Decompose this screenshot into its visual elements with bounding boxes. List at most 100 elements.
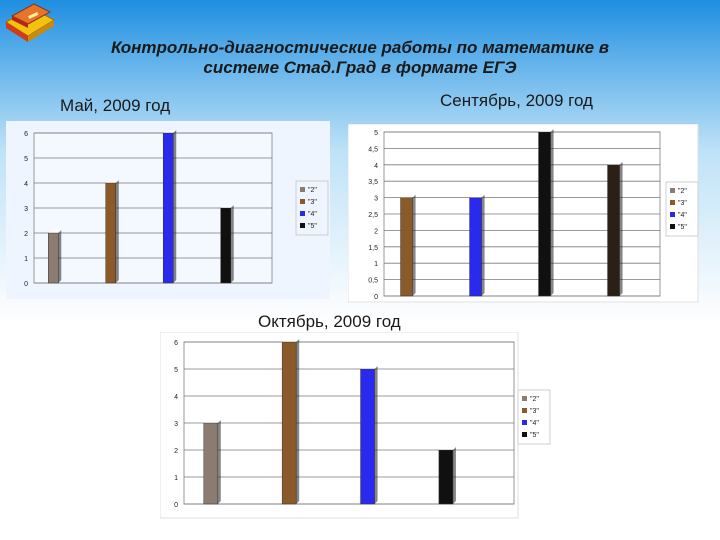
bar-2 (469, 197, 482, 297)
y-tick-label: 0 (374, 294, 378, 301)
chart-title-may: Май, 2009 год (60, 96, 171, 115)
legend-label-4: "5" (308, 223, 317, 230)
y-tick-label: 2 (24, 231, 28, 238)
legend-label-2: "3" (308, 199, 317, 206)
y-tick-label: 1 (24, 256, 28, 263)
chart-title-september: Сентябрь, 2009 год (440, 91, 593, 110)
title-line-1: Контрольно-диагностические работы по мат… (110, 38, 610, 57)
y-tick-label: 0 (174, 502, 178, 509)
page-title: Контрольно-диагностические работы по мат… (40, 38, 680, 78)
books-logo-icon (2, 2, 58, 46)
legend-swatch-3 (522, 420, 527, 425)
bar-side-3 (374, 366, 378, 504)
bar-top-2 (105, 180, 119, 183)
legend-swatch-4 (300, 223, 305, 228)
bar-1 (203, 422, 219, 505)
y-tick-label: 3 (24, 206, 28, 213)
y-tick-label: 1 (374, 261, 378, 268)
chart-svg: 0 0,5 1 1,5 2 2,5 3 3,5 4 4,5 5 "2" "3" "4" "5" (348, 124, 699, 303)
legend-swatch-2 (300, 199, 305, 204)
legend: "2" "3" "4" "5" (517, 389, 551, 445)
bar-side-3 (550, 129, 554, 296)
y-tick-label: 2,5 (368, 212, 378, 219)
bar-top-3 (360, 366, 378, 369)
title-line-2: системе Стад.Град в формате ЕГЭ (203, 58, 517, 77)
legend-label-1: "2" (530, 396, 539, 403)
bar-top-2 (469, 194, 485, 198)
chart-september: 0 0,5 1 1,5 2 2,5 3 3,5 4 4,5 5 "2" "3" "4" "5" (348, 124, 720, 308)
y-tick-label: 0,5 (368, 278, 378, 285)
legend-swatch-3 (670, 212, 675, 217)
legend-label-3: "4" (308, 211, 317, 218)
y-tick-label: 4 (24, 181, 28, 188)
bar-2 (281, 341, 297, 505)
legend-label-2: "3" (530, 408, 539, 415)
legend: "2" "3" "4" "5" (665, 181, 699, 237)
legend-label-4: "5" (530, 432, 539, 439)
bar-side-2 (296, 339, 300, 504)
chart-october: 0 1 2 3 4 5 6 "2" "3" "4" "5" (160, 332, 564, 524)
bar-4 (438, 449, 454, 505)
chart-may: 0 1 2 3 4 5 6 "2" "3" "4" "5" (6, 121, 376, 305)
bar-top-3 (163, 130, 177, 133)
legend-label-4: "5" (678, 224, 687, 231)
y-tick-label: 6 (24, 131, 28, 138)
legend-swatch-3 (300, 211, 305, 216)
legend-swatch-1 (522, 396, 527, 401)
bar-top-4 (607, 161, 623, 165)
y-tick-label: 5 (24, 156, 28, 163)
chart-title-october: Октябрь, 2009 год (258, 312, 401, 331)
bar-top-1 (203, 420, 221, 423)
y-tick-label: 2 (374, 228, 378, 235)
y-tick-label: 4,5 (368, 146, 378, 153)
legend-swatch-2 (670, 200, 675, 205)
y-tick-label: 4 (174, 394, 178, 401)
bar-top-4 (220, 205, 234, 208)
legend-swatch-1 (670, 188, 675, 193)
bar-side-3 (173, 130, 177, 283)
y-tick-label: 3 (374, 196, 378, 203)
bar-side-2 (481, 194, 485, 296)
y-tick-label: 4 (374, 163, 378, 170)
bar-1 (48, 232, 59, 284)
legend-label-2: "3" (678, 200, 687, 207)
legend-label-3: "4" (530, 420, 539, 427)
legend-swatch-2 (522, 408, 527, 413)
bar-3 (360, 368, 375, 505)
bar-top-2 (282, 339, 300, 342)
chart-svg: 0 1 2 3 4 5 6 "2" "3" "4" "5" (6, 121, 330, 299)
bar-1 (400, 197, 413, 297)
legend-swatch-1 (300, 187, 305, 192)
bar-side-1 (217, 420, 221, 504)
y-tick-label: 1 (174, 475, 178, 482)
bar-3 (538, 131, 551, 297)
legend-label-1: "2" (308, 187, 317, 194)
bar-3 (162, 132, 174, 284)
bar-side-4 (619, 161, 623, 296)
legend-label-3: "4" (678, 212, 687, 219)
y-tick-label: 1,5 (368, 245, 378, 252)
bar-side-4 (230, 205, 234, 283)
legend-label-1: "2" (678, 188, 687, 195)
bar-top-3 (538, 129, 554, 132)
legend-swatch-4 (670, 224, 675, 229)
y-tick-label: 2 (174, 448, 178, 455)
y-tick-label: 6 (174, 340, 178, 347)
bar-side-1 (412, 194, 416, 296)
y-tick-label: 5 (374, 130, 378, 137)
bar-top-1 (400, 194, 416, 198)
y-tick-label: 5 (174, 367, 178, 374)
legend-swatch-4 (522, 432, 527, 437)
bar-side-1 (58, 230, 62, 283)
bar-4 (607, 164, 620, 297)
bar-2 (105, 182, 117, 284)
chart-svg: 0 1 2 3 4 5 6 "2" "3" "4" "5" (160, 332, 551, 519)
y-tick-label: 0 (24, 281, 28, 288)
bar-top-1 (48, 230, 62, 233)
bar-top-4 (438, 447, 456, 450)
bar-side-4 (452, 447, 456, 504)
legend: "2" "3" "4" "5" (295, 180, 329, 236)
y-tick-label: 3 (174, 421, 178, 428)
bar-4 (220, 207, 231, 284)
y-tick-label: 3,5 (368, 179, 378, 186)
